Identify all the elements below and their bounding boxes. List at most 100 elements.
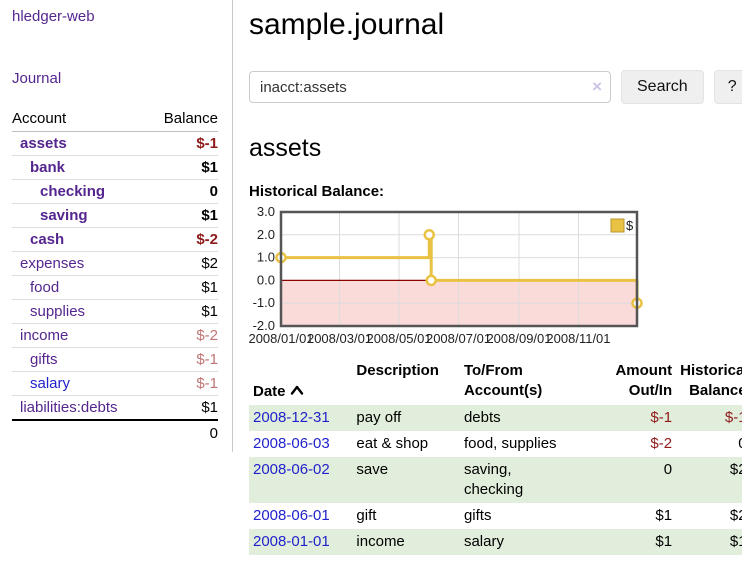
txn-date-cell: 2008-01-01 [249, 529, 352, 555]
account-row: expenses $2 [12, 251, 218, 276]
txn-accounts: saving, checking [463, 461, 524, 498]
txn-balance: $1 [729, 533, 742, 550]
account-name-cell: assets [12, 131, 149, 156]
account-name-cell: checking [12, 179, 149, 204]
account-link[interactable]: supplies [30, 303, 86, 320]
account-balance: $-1 [196, 351, 218, 368]
txn-description: save [356, 461, 389, 478]
txn-amount: $1 [655, 507, 673, 524]
account-link[interactable]: checking [40, 183, 106, 200]
account-balance: $-2 [196, 327, 218, 344]
svg-text:2008/03/01: 2008/03/01 [307, 331, 372, 346]
svg-text:2008/01/01: 2008/01/01 [248, 331, 313, 346]
txn-date-link[interactable]: 2008-06-01 [253, 507, 330, 524]
account-link[interactable]: salary [30, 375, 71, 392]
account-balance-cell: $1 [148, 275, 218, 300]
clear-search-icon[interactable]: × [592, 77, 602, 96]
help-button[interactable]: ? [713, 70, 742, 104]
account-balance: $1 [201, 279, 218, 296]
register-header-date[interactable]: Date [249, 358, 352, 405]
account-balance: $1 [201, 303, 218, 320]
account-name-cell: income [12, 323, 149, 348]
brand-link[interactable]: hledger-web [12, 8, 95, 25]
account-row: liabilities:debts $1 [12, 395, 218, 421]
account-row: saving $1 [12, 203, 218, 228]
txn-date-cell: 2008-06-01 [249, 503, 352, 529]
account-balance-cell: 0 [148, 179, 218, 204]
register-header-row: Date Description To/From Account(s) Amou… [249, 358, 742, 405]
sidebar-item-journal[interactable]: Journal [12, 70, 62, 87]
chart-svg: 2008/01/012008/03/012008/05/012008/07/01… [248, 204, 643, 346]
svg-text:2008/09/01: 2008/09/01 [486, 331, 551, 346]
account-link[interactable]: bank [30, 159, 66, 176]
accounts-total-row: 0 [12, 419, 218, 446]
svg-text:-2.0: -2.0 [253, 318, 275, 333]
account-balance: $2 [201, 255, 218, 272]
account-balance-cell: $-1 [148, 131, 218, 156]
txn-accounts: salary [463, 533, 504, 550]
search-form: × Search ? [249, 70, 742, 104]
txn-description: income [356, 533, 405, 550]
account-link[interactable]: cash [30, 231, 65, 248]
txn-date-link[interactable]: 2008-12-31 [253, 409, 330, 426]
txn-accounts: food, supplies [463, 435, 557, 452]
historical-balance-chart: 2008/01/01 2008/03/01 2008/05/01 2008/07/01… [248, 204, 742, 348]
account-row: supplies $1 [12, 299, 218, 324]
account-name-cell: gifts [12, 347, 149, 372]
svg-text:2008/07/01: 2008/07/01 [426, 331, 491, 346]
txn-amount: $-2 [650, 435, 673, 452]
sidebar-content: hledger-web Journal Account Balance asse… [0, 0, 233, 452]
account-link[interactable]: food [30, 279, 60, 296]
account-balance: $-2 [196, 231, 218, 248]
sort-asc-icon [290, 381, 304, 401]
svg-text:0.0: 0.0 [257, 272, 275, 287]
account-row: cash $-2 [12, 227, 218, 252]
txn-description: eat & shop [356, 435, 429, 452]
search-input[interactable] [249, 71, 611, 103]
account-balance-cell: $2 [148, 251, 218, 276]
account-name-cell: saving [12, 203, 149, 228]
txn-description: pay off [356, 409, 402, 426]
account-balance-cell: $-2 [148, 323, 218, 348]
txn-date-link[interactable]: 2008-01-01 [253, 533, 330, 550]
account-row: salary $-1 [12, 371, 218, 396]
account-balance: $1 [201, 159, 218, 176]
account-link[interactable]: saving [40, 207, 88, 224]
account-row: gifts $-1 [12, 347, 218, 372]
txn-date-cell: 2008-06-03 [249, 431, 352, 457]
accounts-total-value: 0 [148, 419, 218, 446]
accounts-header-account: Account [12, 107, 149, 132]
account-heading: assets [249, 134, 322, 162]
txn-amount: $-1 [650, 409, 673, 426]
account-link[interactable]: liabilities:debts [20, 399, 118, 416]
accounts-table: Account Balance assets $-1 bank $1 checking 0… [12, 107, 218, 446]
txn-balance: $2 [729, 461, 742, 478]
account-balance-cell: $1 [148, 395, 218, 421]
sidebar: hledger-web Journal Account Balance asse… [0, 0, 233, 582]
account-row: bank $1 [12, 155, 218, 180]
txn-date-link[interactable]: 2008-06-02 [253, 461, 330, 478]
account-balance: $-1 [196, 375, 218, 392]
accounts-header-balance: Balance [148, 107, 218, 132]
account-link[interactable]: expenses [20, 255, 85, 272]
account-link[interactable]: assets [20, 135, 67, 152]
account-link[interactable]: gifts [30, 351, 58, 368]
register-header-accounts: To/From Account(s) [463, 362, 543, 399]
account-balance: 0 [209, 183, 218, 200]
accounts-total-spacer [12, 419, 149, 446]
txn-date-link[interactable]: 2008-06-03 [253, 435, 330, 452]
account-balance: $-1 [196, 135, 218, 152]
account-balance-cell: $1 [148, 299, 218, 324]
account-balance-cell: $-1 [148, 371, 218, 396]
register-row: 2008-01-01 income salary $1 $1 [249, 529, 742, 555]
register-header-amount: Amount Out/In [615, 362, 673, 399]
search-input-wrap: × [249, 71, 611, 103]
search-button[interactable]: Search [621, 70, 704, 104]
register-row: 2008-06-03 eat & shop food, supplies $-20 [249, 431, 742, 457]
txn-description: gift [356, 507, 377, 524]
account-name-cell: food [12, 275, 149, 300]
svg-text:2008/05/01: 2008/05/01 [366, 331, 431, 346]
txn-accounts: gifts [463, 507, 492, 524]
account-link[interactable]: income [20, 327, 69, 344]
